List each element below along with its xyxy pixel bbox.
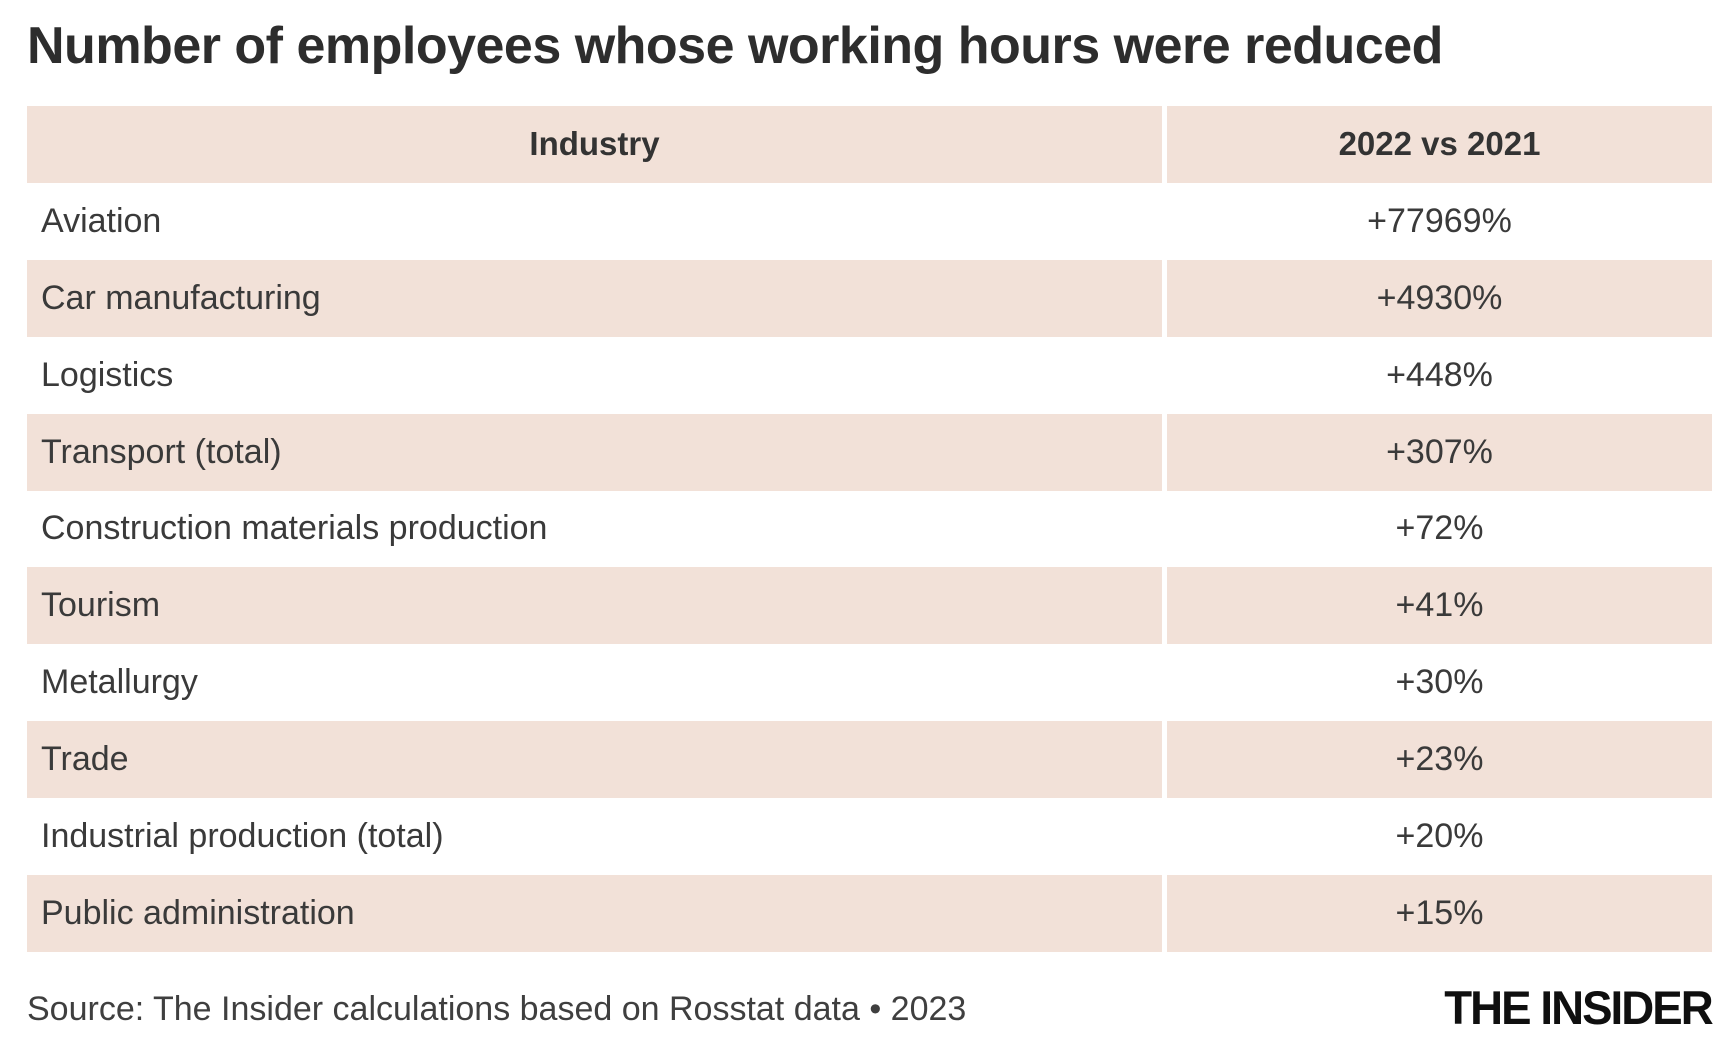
value-cell: +307% [1167, 413, 1712, 491]
value-cell: +20% [1395, 817, 1484, 856]
value-cell: +15% [1167, 875, 1712, 952]
industry-cell: Industrial production (total) [41, 817, 444, 856]
industry-cell: Public administration [27, 875, 1162, 952]
value-cell: +72% [1395, 509, 1484, 548]
value-cell: +41% [1167, 567, 1712, 645]
industry-cell: Tourism [27, 567, 1162, 645]
table-row: Aviation +77969% [27, 183, 1712, 260]
table-row: Logistics +448% [27, 337, 1712, 414]
table-row: Transport (total) +307% [27, 413, 1712, 491]
value-cell: +77969% [1367, 201, 1512, 240]
table-row: Public administration +15% [27, 875, 1712, 952]
industry-cell: Logistics [41, 355, 174, 394]
industry-cell: Aviation [41, 201, 162, 240]
table-row: Construction materials production +72% [27, 491, 1712, 568]
industry-cell: Car manufacturing [27, 259, 1162, 337]
industry-cell: Transport (total) [27, 413, 1162, 491]
industry-cell: Metallurgy [41, 663, 198, 702]
data-table: Industry 2022 vs 2021 Aviation +77969% C… [27, 106, 1712, 952]
industry-cell: Construction materials production [41, 509, 548, 548]
value-cell: +4930% [1167, 259, 1712, 337]
brand-logo: THE INSIDER [1444, 981, 1714, 1034]
table-row: Trade +23% [27, 721, 1712, 799]
industry-cell: Trade [27, 721, 1162, 799]
table-header-row: Industry 2022 vs 2021 [27, 106, 1712, 183]
value-cell: +30% [1395, 663, 1484, 702]
value-cell: +23% [1167, 721, 1712, 799]
table-row: Metallurgy +30% [27, 644, 1712, 721]
table-row: Tourism +41% [27, 567, 1712, 645]
page-title: Number of employees whose working hours … [27, 17, 1443, 75]
table-row: Car manufacturing +4930% [27, 259, 1712, 337]
header-cell-industry: Industry [27, 106, 1162, 183]
source-note: Source: The Insider calculations based o… [27, 990, 967, 1028]
table-row: Industrial production (total) +20% [27, 798, 1712, 875]
value-cell: +448% [1386, 355, 1493, 394]
header-cell-period: 2022 vs 2021 [1167, 106, 1712, 183]
